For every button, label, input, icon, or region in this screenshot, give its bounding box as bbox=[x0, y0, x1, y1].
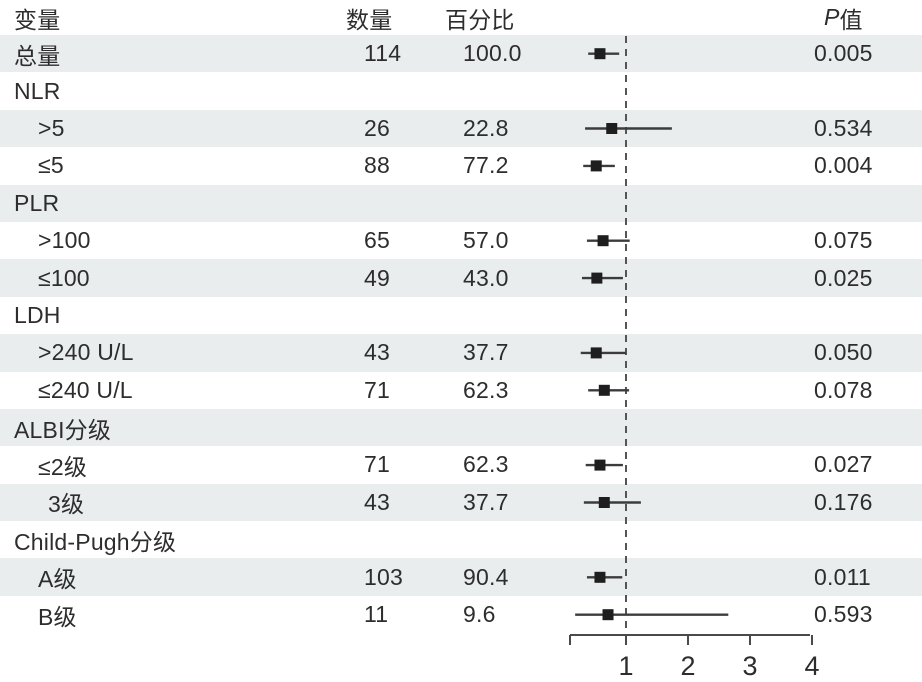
p-value: 0.075 bbox=[814, 227, 873, 254]
p-value: 0.534 bbox=[814, 114, 873, 141]
count-value: 103 bbox=[364, 563, 403, 590]
count-value: 26 bbox=[364, 114, 390, 141]
p-value: 0.593 bbox=[814, 601, 873, 628]
table-row-ldh-gt240: >240 U/L 43 37.7 0.050 bbox=[0, 334, 922, 372]
table-row-group-nlr: NLR bbox=[0, 72, 922, 109]
variable-label: 总量 bbox=[14, 42, 61, 69]
table-row-group-albi: ALBI分级 bbox=[0, 408, 922, 447]
percent-value: 37.7 bbox=[463, 339, 509, 366]
x-axis-tick-label: 3 bbox=[742, 651, 757, 681]
p-value: 0.050 bbox=[814, 339, 873, 366]
count-value: 11 bbox=[364, 601, 389, 628]
percent-value: 62.3 bbox=[463, 451, 509, 478]
count-value: 49 bbox=[364, 264, 390, 291]
p-value: 0.025 bbox=[814, 264, 873, 291]
p-value: 0.011 bbox=[814, 563, 871, 590]
count-value: 43 bbox=[364, 488, 390, 515]
column-header-variable: 变量 bbox=[14, 6, 61, 33]
table-row-nlr-gt5: >5 26 22.8 0.534 bbox=[0, 109, 922, 148]
percent-value: 57.0 bbox=[463, 227, 509, 254]
p-value: 0.027 bbox=[814, 451, 873, 478]
variable-label: 3级 bbox=[48, 491, 85, 518]
table-row-plr-gt100: >100 65 57.0 0.075 bbox=[0, 222, 922, 259]
p-value: 0.005 bbox=[814, 40, 873, 67]
table-row-ldh-le240: ≤240 U/L 71 62.3 0.078 bbox=[0, 372, 922, 409]
table-row-nlr-le5: ≤5 88 77.2 0.004 bbox=[0, 147, 922, 184]
table-row-total: 总量 114 100.0 0.005 bbox=[0, 35, 922, 73]
variable-label: NLR bbox=[14, 77, 61, 104]
percent-value: 9.6 bbox=[463, 601, 496, 628]
count-value: 71 bbox=[364, 376, 390, 403]
count-value: 114 bbox=[364, 40, 402, 67]
percent-value: 37.7 bbox=[463, 488, 509, 515]
variable-label: ≤5 bbox=[38, 152, 64, 179]
p-value: 0.176 bbox=[814, 488, 873, 515]
table-row-childpugh-b: B级 11 9.6 0.593 bbox=[0, 596, 922, 633]
variable-label: A级 bbox=[38, 566, 77, 593]
variable-label: PLR bbox=[14, 189, 60, 216]
variable-label: ≤2级 bbox=[38, 453, 88, 480]
p-value: 0.004 bbox=[814, 152, 873, 179]
variable-label: ≤240 U/L bbox=[38, 376, 133, 403]
pvalue-header-suffix: 值 bbox=[839, 6, 863, 33]
count-value: 65 bbox=[364, 227, 390, 254]
p-value: 0.078 bbox=[814, 376, 873, 403]
percent-value: 62.3 bbox=[463, 376, 509, 403]
table-row-group-childpugh: Child-Pugh分级 bbox=[0, 521, 922, 558]
count-value: 43 bbox=[364, 339, 390, 366]
pvalue-header-italic-p: P bbox=[824, 4, 840, 30]
count-value: 71 bbox=[364, 451, 390, 478]
table-row-group-plr: PLR bbox=[0, 184, 922, 222]
table-row-albi-3: 3级 43 37.7 0.176 bbox=[0, 483, 922, 522]
column-header-percent: 百分比 bbox=[445, 6, 515, 33]
column-header-count: 数量 bbox=[346, 6, 393, 33]
variable-label: >5 bbox=[38, 114, 65, 141]
x-axis-tick-label: 1 bbox=[618, 651, 633, 681]
variable-label: ≤100 bbox=[38, 264, 90, 291]
variable-label: B级 bbox=[38, 603, 77, 630]
percent-value: 90.4 bbox=[463, 563, 509, 590]
table-row-group-ldh: LDH bbox=[0, 297, 922, 334]
percent-value: 43.0 bbox=[463, 264, 509, 291]
percent-value: 77.2 bbox=[463, 152, 509, 179]
variable-label: Child-Pugh分级 bbox=[14, 528, 177, 555]
x-axis bbox=[569, 634, 813, 645]
table-row-albi-le2: ≤2级 71 62.3 0.027 bbox=[0, 446, 922, 483]
percent-value: 100.0 bbox=[463, 40, 522, 67]
variable-label: ALBI分级 bbox=[14, 416, 112, 443]
percent-value: 22.8 bbox=[463, 114, 509, 141]
variable-label: >240 U/L bbox=[38, 339, 134, 366]
table-row-childpugh-a: A级 103 90.4 0.011 bbox=[0, 558, 922, 596]
count-value: 88 bbox=[364, 152, 390, 179]
x-axis-tick-label: 2 bbox=[680, 651, 695, 681]
variable-label: LDH bbox=[14, 301, 61, 328]
x-axis-tick-label: 4 bbox=[804, 651, 819, 681]
table-row-plr-le100: ≤100 49 43.0 0.025 bbox=[0, 259, 922, 297]
variable-label: >100 bbox=[38, 227, 91, 254]
